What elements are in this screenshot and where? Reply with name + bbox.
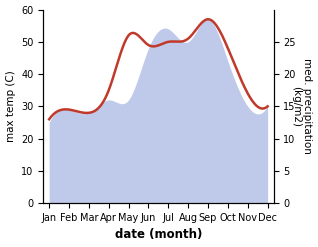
X-axis label: date (month): date (month) (115, 228, 202, 242)
Y-axis label: med. precipitation
(kg/m2): med. precipitation (kg/m2) (291, 59, 313, 154)
Y-axis label: max temp (C): max temp (C) (5, 70, 16, 142)
